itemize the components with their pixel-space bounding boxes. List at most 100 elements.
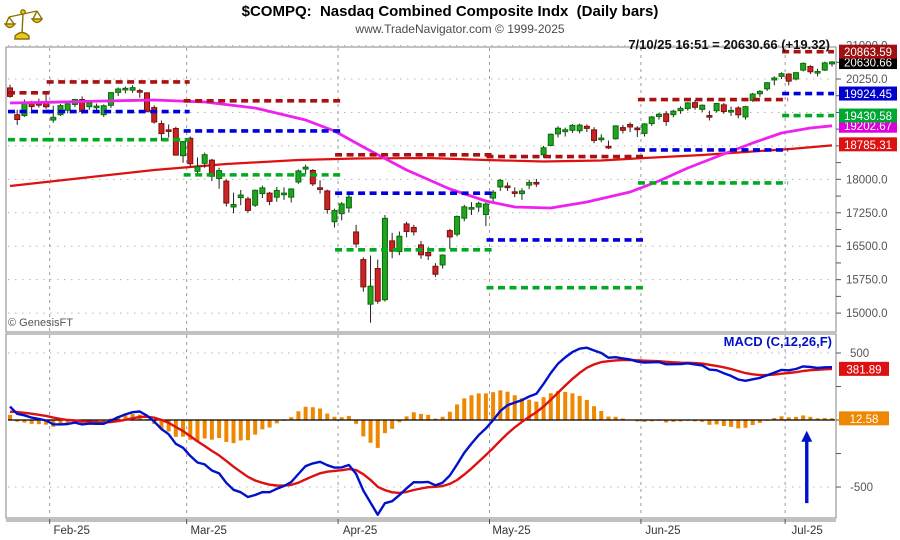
x-axis-month-label: Jul-25 <box>791 525 822 537</box>
macd-badge-value: 12.58 <box>850 414 879 426</box>
x-axis-month-label: Apr-25 <box>343 525 378 537</box>
candle-down <box>151 107 158 123</box>
candle-up <box>526 182 533 186</box>
macd-histogram-bar <box>44 420 49 425</box>
candle-up <box>612 125 619 140</box>
macd-histogram-bar <box>253 420 258 435</box>
macd-histogram-bar <box>584 399 589 421</box>
candle-up <box>490 191 497 199</box>
candle-up <box>764 82 771 90</box>
macd-histogram-bar <box>245 420 250 441</box>
price-axis-label: 18000.0 <box>846 174 888 186</box>
candle-up <box>194 166 201 172</box>
candle-down <box>410 226 417 233</box>
macd-histogram-bar <box>231 420 236 444</box>
candle-down <box>266 192 273 202</box>
candle-down <box>605 145 612 149</box>
candle-up <box>367 285 374 305</box>
price-axis-label: 16500.0 <box>846 241 888 253</box>
macd-histogram-bar <box>469 395 474 421</box>
macd-histogram-bar <box>65 420 70 425</box>
macd-histogram-bar <box>181 420 186 437</box>
x-axis-month-label: May-25 <box>492 525 530 537</box>
macd-axis-label: 500 <box>850 348 869 360</box>
candle-down <box>374 268 381 302</box>
candle-up <box>122 87 129 91</box>
price-badge <box>839 44 897 59</box>
macd-histogram-bar <box>123 414 128 421</box>
macd-histogram-bar <box>736 420 741 429</box>
macd-histogram-bar <box>22 420 27 423</box>
macd-histogram-bar <box>94 420 99 422</box>
candle-up <box>555 127 561 135</box>
macd-histogram-bar <box>693 420 697 422</box>
candle-down <box>223 180 230 204</box>
candle-up <box>699 104 706 110</box>
candle-up <box>381 217 388 301</box>
macd-histogram-bar <box>202 420 207 439</box>
macd-histogram-bar <box>815 418 820 421</box>
macd-line <box>9 346 833 516</box>
price-axis-label: 15750.0 <box>846 275 888 287</box>
price-badge-value: 19924.45 <box>844 89 892 101</box>
price-badge-value: 19202.67 <box>844 121 892 133</box>
macd-histogram-bar <box>483 393 488 421</box>
candle-up <box>237 194 244 199</box>
candle-up <box>771 77 778 81</box>
macd-histogram-bar <box>390 420 395 429</box>
price-axis-label: 17250.0 <box>846 208 888 220</box>
price-badge-value: 20863.59 <box>844 47 892 59</box>
candle-up <box>468 207 475 210</box>
candle-down <box>317 187 324 190</box>
macd-histogram-bar <box>166 420 171 432</box>
candle-up <box>338 203 345 215</box>
macd-histogram-bar <box>346 415 351 421</box>
macd-histogram-bar <box>404 416 409 421</box>
macd-histogram-bar <box>130 413 135 421</box>
up-arrow-head <box>801 430 813 442</box>
candle-up <box>778 73 785 77</box>
macd-histogram-bar <box>779 416 784 421</box>
macd-histogram-bar <box>433 418 438 421</box>
candle-down <box>353 231 360 245</box>
macd-histogram-bar <box>296 411 301 421</box>
candle-up <box>273 189 280 198</box>
macd-histogram-bar <box>447 411 452 421</box>
candle-down <box>511 191 518 194</box>
macd-histogram-bar <box>563 391 568 421</box>
price-axis-label: 15000.0 <box>846 308 888 320</box>
candle-up <box>475 202 482 208</box>
candle-up <box>821 62 828 71</box>
candle-up <box>648 116 655 125</box>
macd-histogram-bar <box>476 393 481 421</box>
candle-up <box>454 216 461 235</box>
candle-down <box>425 251 432 257</box>
price-badge-value: 19430.58 <box>844 111 892 123</box>
candle-down <box>533 181 540 185</box>
candle-up <box>331 210 338 223</box>
macd-histogram-bar <box>714 420 719 425</box>
macd-histogram-bar <box>606 416 611 421</box>
candle-up <box>93 105 100 109</box>
candle-up <box>670 110 677 116</box>
candle-up <box>288 188 295 198</box>
macd-histogram-bar <box>332 416 337 421</box>
macd-histogram-bar <box>173 420 178 437</box>
candle-down <box>360 259 367 288</box>
candle-up <box>281 192 287 196</box>
macd-histogram-bar <box>570 393 575 421</box>
candle-up <box>482 203 489 216</box>
candle-down <box>785 73 792 82</box>
candle-up <box>252 189 259 206</box>
macd-histogram-bar <box>375 420 380 448</box>
macd-histogram-bar <box>498 390 503 421</box>
macd-histogram-bar <box>729 420 734 427</box>
candle-down <box>403 223 410 232</box>
candle-down <box>432 265 439 275</box>
candle-up <box>64 103 71 111</box>
macd-histogram-bar <box>678 420 683 422</box>
macd-histogram-bar <box>757 420 762 423</box>
macd-histogram-bar <box>260 420 265 430</box>
